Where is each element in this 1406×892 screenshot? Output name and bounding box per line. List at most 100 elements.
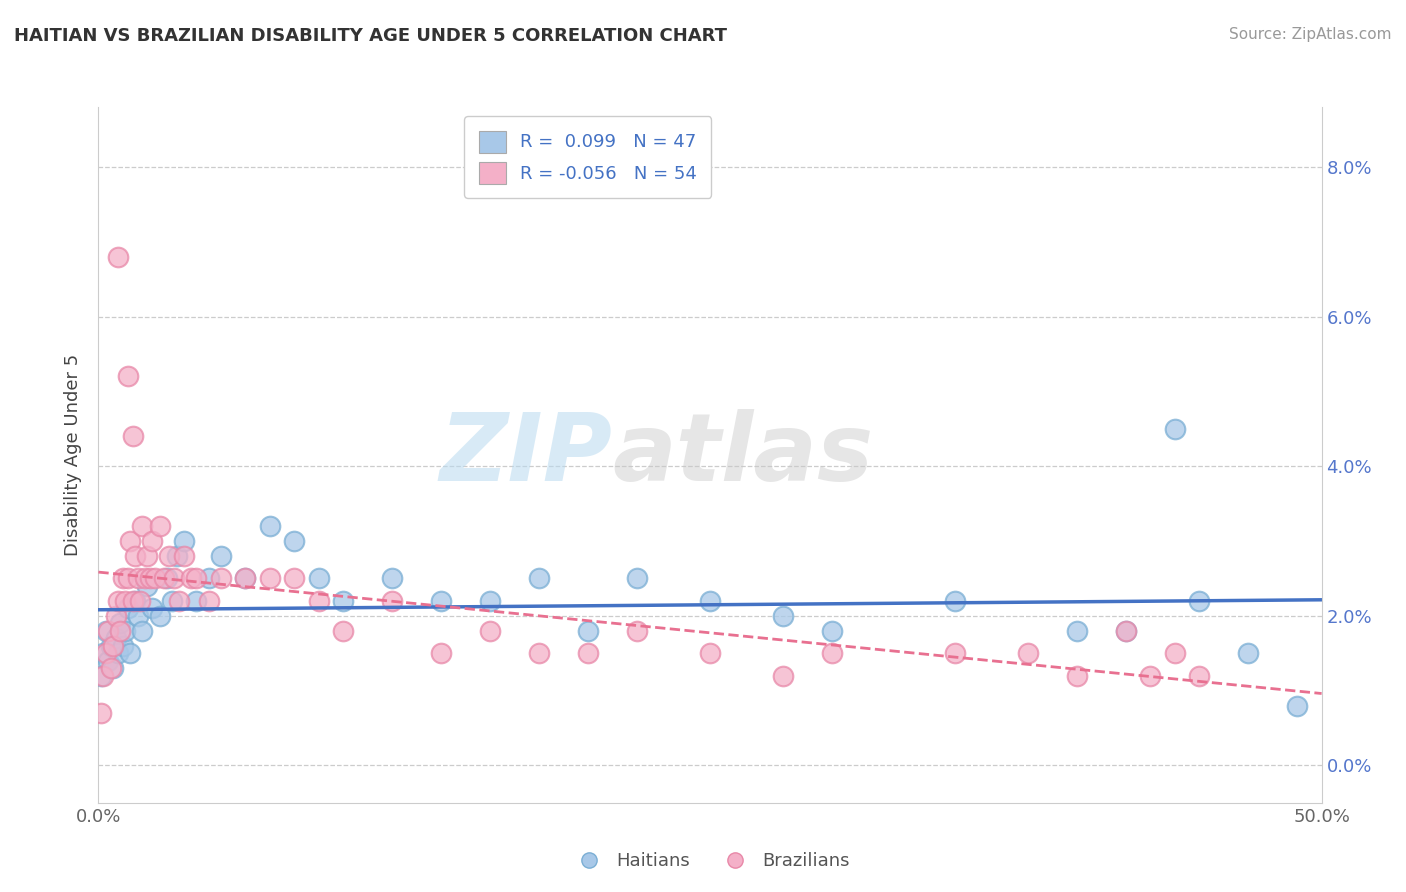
Point <box>120 533 142 548</box>
Point <box>699 646 721 660</box>
Point <box>772 668 794 682</box>
Point <box>136 549 159 563</box>
Point <box>197 594 219 608</box>
Point <box>209 549 232 563</box>
Point <box>90 668 112 682</box>
Point <box>100 639 122 653</box>
Point <box>104 608 127 623</box>
Point <box>114 594 136 608</box>
Point <box>1188 594 1211 608</box>
Point <box>1237 646 1260 660</box>
Point <box>107 646 129 660</box>
Point <box>91 668 114 682</box>
Point <box>90 706 112 720</box>
Point <box>114 624 136 638</box>
Point <box>283 571 305 585</box>
Point <box>478 594 501 608</box>
Point <box>101 661 124 675</box>
Point <box>117 601 139 615</box>
Point <box>131 519 153 533</box>
Point <box>233 571 256 585</box>
Point <box>1286 698 1309 713</box>
Point <box>821 646 844 660</box>
Point <box>180 571 202 585</box>
Point <box>157 549 180 563</box>
Point <box>943 594 966 608</box>
Point <box>107 594 129 608</box>
Point <box>259 571 281 585</box>
Point <box>110 616 132 631</box>
Point <box>186 594 208 608</box>
Point <box>166 549 188 563</box>
Point <box>129 594 152 608</box>
Point <box>120 646 142 660</box>
Point <box>527 646 550 660</box>
Point <box>283 533 305 548</box>
Point <box>127 608 149 623</box>
Point <box>143 571 166 585</box>
Point <box>160 594 183 608</box>
Point <box>332 624 354 638</box>
Text: atlas: atlas <box>612 409 873 501</box>
Text: ZIP: ZIP <box>439 409 612 501</box>
Point <box>430 646 453 660</box>
Point <box>1066 668 1088 682</box>
Text: Source: ZipAtlas.com: Source: ZipAtlas.com <box>1229 27 1392 42</box>
Point <box>233 571 256 585</box>
Legend: Haitians, Brazilians: Haitians, Brazilians <box>564 845 856 877</box>
Point <box>332 594 354 608</box>
Point <box>121 429 143 443</box>
Point <box>111 639 134 653</box>
Point <box>94 624 117 638</box>
Point <box>1115 624 1137 638</box>
Point <box>1017 646 1039 660</box>
Point <box>97 654 120 668</box>
Point <box>576 624 599 638</box>
Point <box>134 571 156 585</box>
Point <box>772 608 794 623</box>
Point <box>139 571 162 585</box>
Point <box>259 519 281 533</box>
Point <box>107 250 129 264</box>
Point <box>156 571 179 585</box>
Point <box>141 601 163 615</box>
Point <box>136 579 159 593</box>
Point <box>381 571 404 585</box>
Point <box>110 624 132 638</box>
Point <box>117 369 139 384</box>
Point <box>131 624 153 638</box>
Point <box>1164 646 1187 660</box>
Point <box>127 571 149 585</box>
Point <box>163 571 186 585</box>
Point <box>149 608 172 623</box>
Point <box>1066 624 1088 638</box>
Point <box>821 624 844 638</box>
Point <box>699 594 721 608</box>
Point <box>94 646 117 660</box>
Point <box>430 594 453 608</box>
Point <box>111 571 134 585</box>
Point <box>153 571 176 585</box>
Point <box>167 594 190 608</box>
Point <box>117 571 139 585</box>
Point <box>1115 624 1137 638</box>
Point <box>308 571 330 585</box>
Point <box>576 646 599 660</box>
Y-axis label: Disability Age Under 5: Disability Age Under 5 <box>65 354 83 556</box>
Point <box>209 571 232 585</box>
Point <box>91 646 114 660</box>
Point <box>173 549 195 563</box>
Point <box>1188 668 1211 682</box>
Point <box>101 639 124 653</box>
Point <box>121 594 143 608</box>
Point <box>527 571 550 585</box>
Point <box>186 571 208 585</box>
Point <box>478 624 501 638</box>
Point <box>124 594 146 608</box>
Point <box>308 594 330 608</box>
Point <box>124 549 146 563</box>
Point <box>1164 422 1187 436</box>
Point <box>104 631 127 645</box>
Point <box>381 594 404 608</box>
Point <box>943 646 966 660</box>
